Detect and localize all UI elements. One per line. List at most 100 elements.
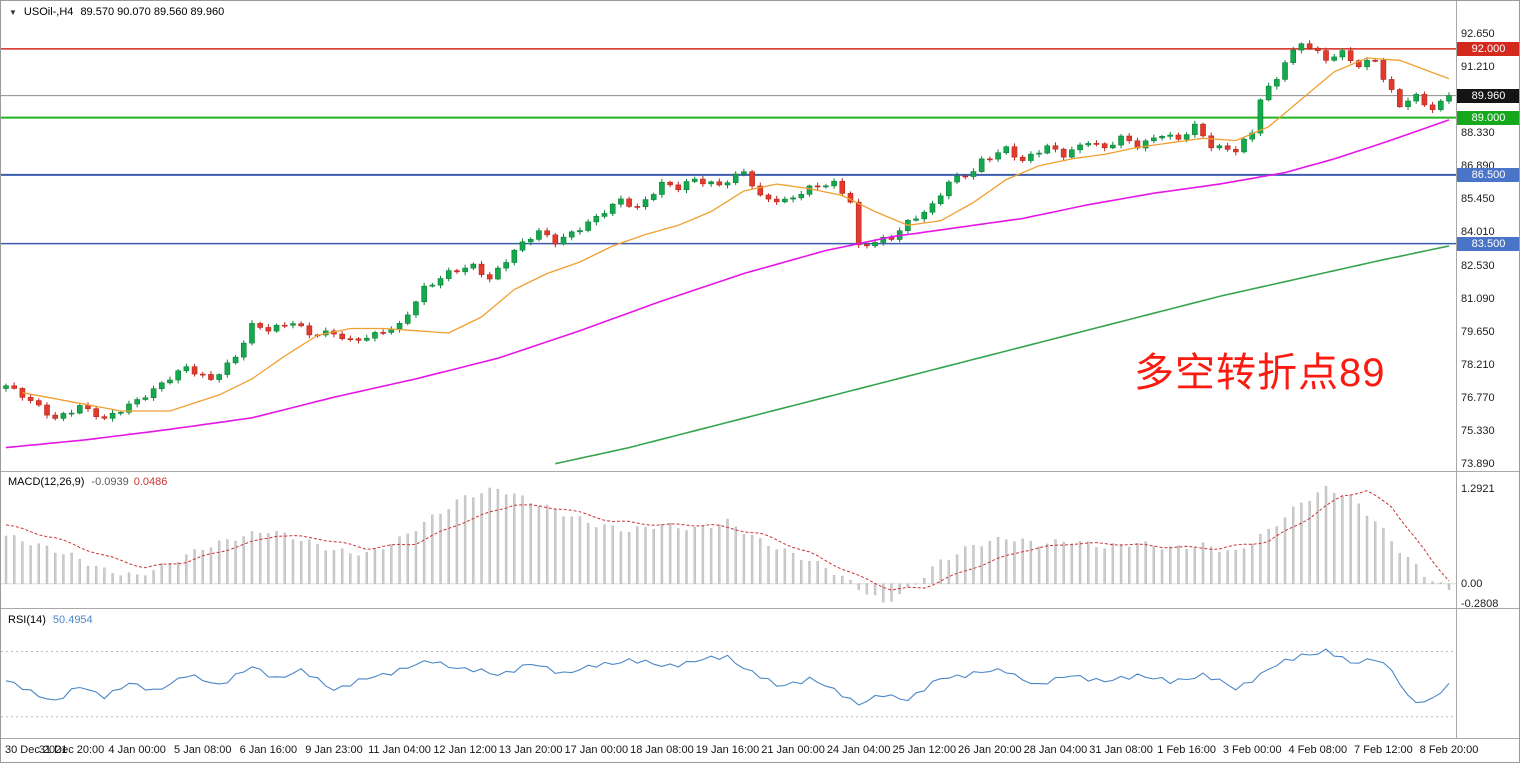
rsi-pane[interactable] — [1, 648, 1456, 718]
candle-body — [68, 412, 75, 415]
candle-body — [76, 405, 83, 414]
candle-body — [462, 267, 468, 273]
macd-histogram-bar — [480, 493, 483, 584]
ma-slow-line — [555, 245, 1450, 465]
macd-histogram-bar — [652, 529, 655, 584]
candle-body — [609, 203, 616, 214]
macd-histogram-bar — [185, 554, 188, 584]
macd-histogram-bar — [152, 570, 155, 584]
macd-histogram-bar — [701, 525, 705, 584]
candle-body — [134, 399, 140, 405]
time-axis-label: 8 Feb 20:00 — [1419, 744, 1479, 756]
time-axis-label: 19 Jan 16:00 — [695, 744, 760, 756]
candle-body — [831, 180, 837, 187]
candle-body — [798, 194, 805, 199]
candle-body — [1077, 144, 1083, 151]
time-axis-label: 4 Jan 00:00 — [108, 744, 166, 756]
candle-body — [601, 213, 608, 217]
macd-histogram-bar — [734, 526, 737, 584]
candle-body — [527, 239, 534, 243]
macd-histogram-bar — [964, 546, 967, 584]
time-axis-label: 4 Feb 08:00 — [1288, 744, 1348, 756]
candle-body — [1372, 60, 1379, 62]
level-price-badge: 83.500 — [1457, 236, 1519, 251]
candle-body — [1446, 95, 1452, 102]
price-tick-label: 88.330 — [1461, 126, 1495, 139]
macd-histogram-bar — [1398, 553, 1402, 584]
price-tick-label: 75.330 — [1461, 424, 1495, 437]
macd-histogram-bar — [849, 579, 852, 584]
candle-body — [1126, 135, 1133, 142]
price-tick-label: 82.530 — [1461, 259, 1495, 272]
candle-body — [52, 414, 58, 419]
candle-body — [782, 198, 788, 203]
candle-body — [708, 181, 714, 185]
candle-body — [642, 199, 649, 208]
ma-fast-line — [22, 57, 1450, 412]
macd-histogram-bar — [193, 549, 196, 584]
chart-expand-icon[interactable]: ▼ — [9, 7, 17, 17]
macd-histogram-bar — [890, 583, 893, 602]
macd-histogram-bar — [168, 563, 172, 584]
candle-body — [864, 244, 870, 247]
macd-histogram-bar — [135, 574, 139, 584]
candle-body — [1175, 134, 1182, 140]
level-price-badge: 86.500 — [1457, 167, 1519, 182]
candle-body — [413, 301, 419, 316]
time-axis[interactable]: 30 Dec 2021 31 Dec 20:00 4 Jan 00:00 5 Jan … — [1, 741, 1519, 762]
candle-body — [1200, 123, 1206, 137]
candle-body — [380, 332, 386, 334]
candle-body — [1183, 134, 1190, 140]
candle-body — [1208, 135, 1215, 149]
macd-histogram-bar — [1242, 548, 1246, 584]
price-axis[interactable]: 92.650 91.210 88.330 86.890 85.450 84.010 82.5… — [1457, 1, 1519, 739]
macd-histogram-bar — [250, 531, 254, 584]
candle-body — [142, 397, 149, 400]
macd-histogram-bar — [201, 550, 204, 584]
macd-histogram-bar — [586, 522, 590, 584]
macd-histogram-bar — [1415, 564, 1418, 584]
macd-histogram-bar — [955, 554, 959, 584]
macd-histogram-bar — [37, 543, 40, 584]
candle-body — [249, 323, 255, 344]
candle-body — [158, 382, 165, 390]
macd-histogram-bar — [365, 552, 368, 584]
macd-histogram-bar — [1201, 542, 1205, 584]
candle-body — [257, 323, 263, 328]
macd-histogram-bar — [693, 527, 696, 584]
candle-body — [634, 206, 641, 208]
candle-body — [741, 171, 747, 175]
candle-body — [1028, 153, 1034, 161]
macd-histogram-bar — [939, 559, 942, 584]
candle-body — [167, 379, 173, 384]
macd-histogram-bar — [1185, 549, 1188, 584]
macd-histogram-bar — [4, 535, 8, 584]
macd-histogram-bar — [1152, 546, 1156, 584]
candle-body — [650, 194, 657, 200]
macd-histogram-bar — [800, 560, 803, 584]
macd-histogram-bar — [947, 559, 951, 584]
candle-body — [1060, 148, 1067, 158]
candle-body — [470, 263, 477, 269]
candle-body — [1036, 152, 1042, 155]
candle-body — [208, 374, 214, 380]
macd-histogram-bar — [767, 546, 770, 584]
rsi-header: RSI(14) 50.4954 — [8, 614, 93, 626]
macd-histogram-bar — [619, 531, 623, 584]
candle-body — [577, 230, 583, 233]
time-axis-label: 28 Jan 04:00 — [1023, 744, 1088, 756]
macd-histogram-bar — [1144, 541, 1147, 584]
macd-histogram-bar — [103, 567, 106, 584]
candle-body — [823, 185, 829, 188]
main-price-pane[interactable] — [1, 40, 1456, 465]
macd-histogram-bar — [545, 504, 549, 584]
macd-pane[interactable] — [1, 486, 1456, 603]
macd-histogram-bar — [578, 516, 582, 584]
candle-body — [109, 412, 116, 419]
macd-main-value: -0.0939 — [91, 476, 129, 488]
candle-body — [1151, 137, 1157, 142]
macd-histogram-bar — [1062, 541, 1065, 584]
macd-histogram-bar — [1374, 521, 1377, 584]
macd-histogram-bar — [390, 544, 393, 584]
